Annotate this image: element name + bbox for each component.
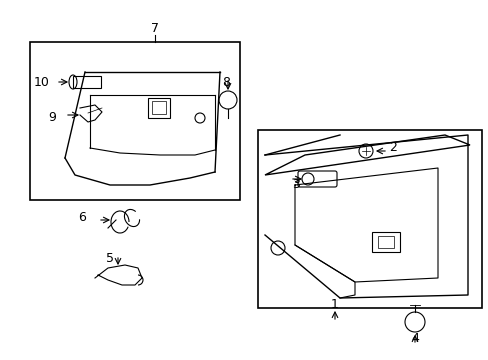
Bar [152, 101, 165, 114]
Text: 9: 9 [48, 112, 56, 125]
Text: 7: 7 [151, 22, 159, 35]
Bar [377, 236, 393, 248]
Text: 1: 1 [330, 298, 338, 311]
Bar [148, 98, 170, 118]
Bar [371, 232, 399, 252]
Text: 8: 8 [222, 76, 229, 89]
Text: 3: 3 [291, 179, 299, 192]
Text: 6: 6 [78, 211, 86, 225]
Bar [30, 42, 240, 200]
Text: 2: 2 [388, 141, 396, 154]
Bar [73, 76, 101, 88]
Bar [258, 130, 481, 308]
Text: 5: 5 [106, 252, 114, 265]
Text: 4: 4 [410, 332, 418, 345]
Text: 10: 10 [34, 76, 50, 89]
